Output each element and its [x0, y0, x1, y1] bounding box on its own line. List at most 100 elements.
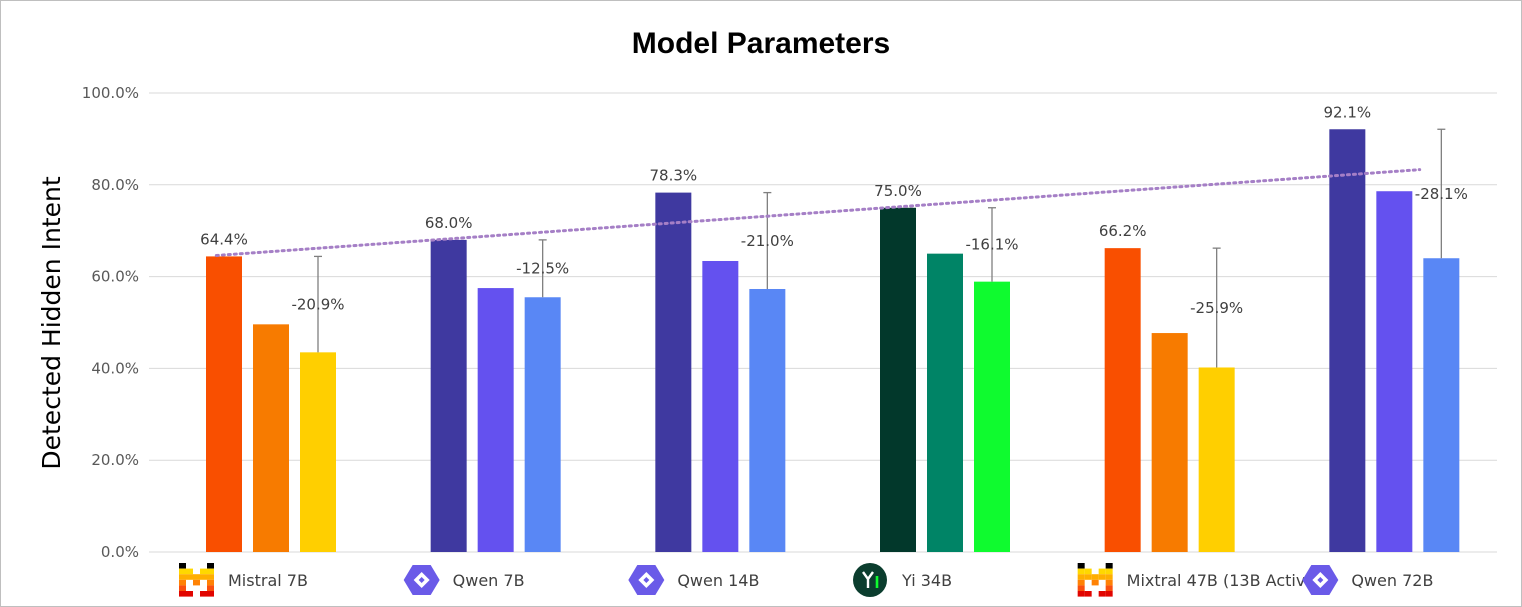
- bar: [880, 207, 916, 552]
- category-label: Mixtral 47B (13B Active): [1127, 571, 1322, 590]
- bar: [1198, 367, 1235, 552]
- logo-cell: [186, 568, 193, 575]
- logo-cell: [193, 579, 200, 586]
- logo-cell: [1105, 591, 1113, 597]
- logo-cell: [179, 585, 186, 591]
- logo-cell: [186, 574, 193, 580]
- category-label: Mistral 7B: [228, 571, 308, 590]
- bar: [749, 288, 786, 552]
- logo-cell: [207, 591, 214, 597]
- data-label: -12.5%: [516, 260, 569, 278]
- mistral-logo-icon: [179, 563, 214, 597]
- logo-cell: [1084, 574, 1092, 580]
- data-label: -25.9%: [1190, 299, 1243, 317]
- logo-cell: [1091, 574, 1099, 580]
- qwen-logo-icon: [1302, 565, 1339, 595]
- category-label: Yi 34B: [901, 571, 952, 590]
- y-tick-label: 80.0%: [91, 176, 139, 194]
- bar: [1423, 258, 1460, 552]
- bar: [430, 239, 467, 552]
- chart-title: Model Parameters: [632, 27, 890, 60]
- data-label: 75.0%: [874, 182, 922, 200]
- logo-shape: [1317, 577, 1324, 583]
- qwen-logo-icon: [403, 565, 440, 595]
- data-label: 64.4%: [200, 230, 248, 248]
- bar: [1104, 248, 1141, 552]
- bar: [524, 297, 561, 552]
- logo-cell: [1098, 591, 1106, 597]
- logo-cell: [1077, 563, 1085, 569]
- logo-cell: [1105, 585, 1113, 591]
- bar: [1376, 191, 1413, 552]
- logo-cell: [207, 568, 214, 575]
- category-labels: Mistral 7B Qwen 7B Qwen 14B Yi 34B Mixtral 4…: [179, 563, 1433, 597]
- bar: [1151, 333, 1188, 552]
- bar: [974, 281, 1010, 552]
- logo-cell: [179, 563, 186, 569]
- logo-cell: [1077, 585, 1085, 591]
- logo-shape: [862, 571, 874, 588]
- logo-cell: [1105, 568, 1113, 575]
- data-label: 78.3%: [650, 167, 698, 185]
- category-label: Qwen 7B: [453, 571, 525, 590]
- logo-cell: [1105, 574, 1113, 580]
- category-label: Qwen 14B: [677, 571, 759, 590]
- logo-cell: [1084, 568, 1092, 575]
- error-bars: [314, 128, 1446, 368]
- bars: [206, 129, 1460, 553]
- logo-cell: [179, 591, 186, 597]
- logo-cell: [200, 568, 207, 575]
- logo-cell: [1091, 579, 1099, 586]
- logo-shape: [418, 577, 425, 583]
- logo-cell: [179, 568, 186, 575]
- logo-cell: [1105, 579, 1113, 586]
- logo-cell: [179, 574, 186, 580]
- logo-cell: [1077, 574, 1085, 580]
- mistral-logo-icon: [1077, 563, 1113, 597]
- logo-cell: [1098, 574, 1106, 580]
- logo-cell: [207, 574, 214, 580]
- logo-cell: [200, 574, 207, 580]
- data-label: 92.1%: [1324, 103, 1372, 121]
- bar: [300, 352, 336, 552]
- qwen-logo-icon: [628, 565, 665, 595]
- logo-cell: [1084, 591, 1092, 597]
- data-label: -28.1%: [1415, 185, 1468, 203]
- logo-cell: [1098, 568, 1106, 575]
- logo-cell: [186, 591, 193, 597]
- category-label: Qwen 72B: [1351, 571, 1433, 590]
- y-tick-label: 0.0%: [101, 543, 139, 561]
- logo-cell: [1077, 579, 1085, 586]
- logo-cell: [179, 579, 186, 586]
- logo-cell: [193, 574, 200, 580]
- y-tick-label: 20.0%: [91, 451, 139, 469]
- bar: [1329, 129, 1366, 553]
- bar: [927, 253, 963, 552]
- logo-cell: [200, 591, 207, 597]
- yi-logo-icon: [853, 563, 887, 597]
- logo-cell: [1077, 591, 1085, 597]
- logo-cell: [207, 563, 214, 569]
- trendline-path: [214, 168, 1422, 257]
- y-axis-label: Detected Hidden Intent: [37, 176, 66, 469]
- logo-cell: [1105, 563, 1113, 569]
- data-labels: 64.4% -20.9% 68.0% -12.5% 78.3% -21.0% 75.0% -1…: [200, 103, 1468, 317]
- data-label: -20.9%: [291, 295, 344, 313]
- bar: [702, 260, 739, 552]
- bar: [253, 324, 289, 552]
- logo-cell: [1077, 568, 1085, 575]
- data-label: -21.0%: [741, 232, 794, 250]
- y-tick-label: 40.0%: [91, 359, 139, 377]
- data-label: 66.2%: [1099, 222, 1147, 240]
- data-label: -16.1%: [965, 236, 1018, 254]
- bar: [655, 192, 692, 552]
- logo-shape: [853, 563, 887, 597]
- bar: [477, 288, 514, 552]
- trendline: [214, 168, 1422, 257]
- y-tick-label: 100.0%: [82, 84, 139, 102]
- gridlines: 0.0% 20.0% 40.0% 60.0% 80.0% 100.0%: [82, 84, 1497, 561]
- y-tick-label: 60.0%: [91, 268, 139, 286]
- logo-cell: [207, 585, 214, 591]
